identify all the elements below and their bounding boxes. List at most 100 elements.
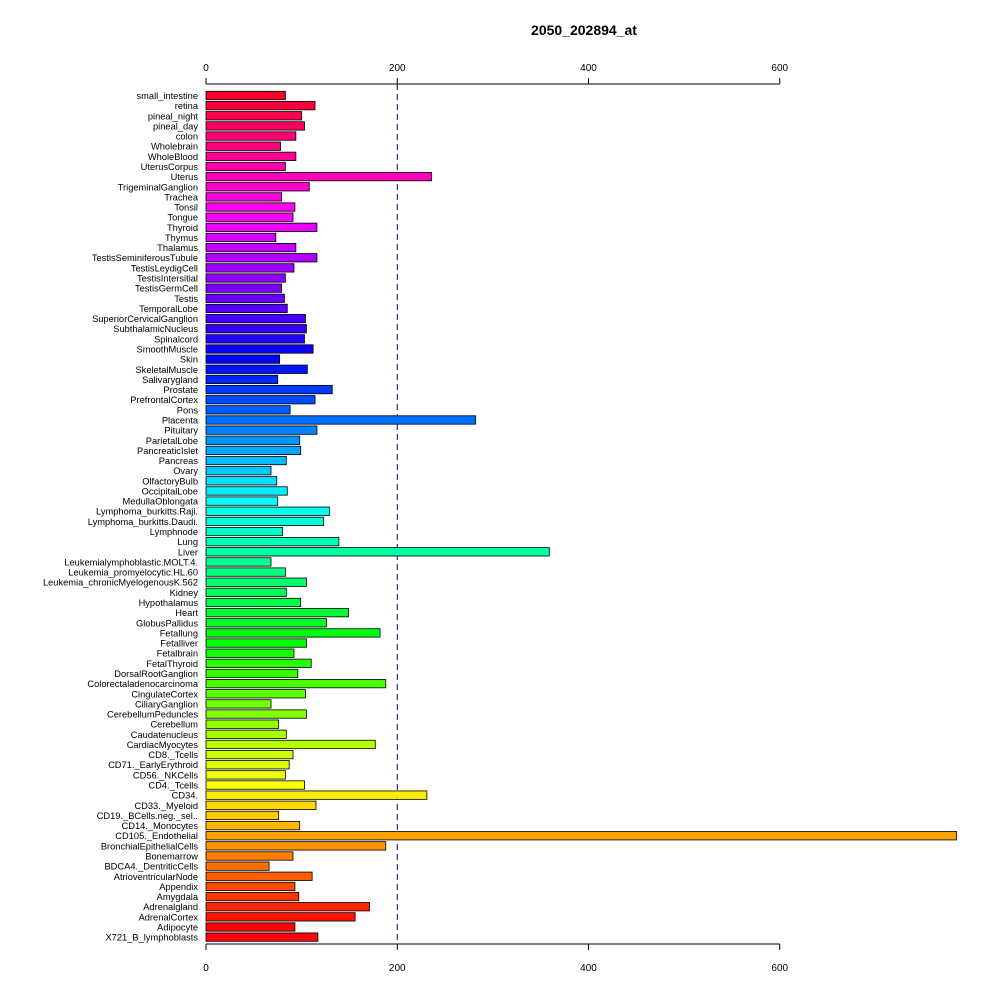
category-label: Tonsil — [174, 203, 198, 213]
bar — [205, 486, 288, 496]
chart-title: 2050_202894_at — [531, 22, 637, 38]
bar — [205, 597, 302, 608]
tick-label: 0 — [203, 63, 209, 74]
bar — [205, 871, 313, 881]
category-label: AdrenalCortex — [139, 912, 199, 922]
bar — [205, 476, 278, 486]
bar — [205, 932, 319, 942]
bar — [205, 577, 307, 587]
category-label: Appendix — [159, 882, 198, 892]
category-label: Fetalliver — [160, 639, 198, 649]
category-label: Heart — [175, 608, 198, 618]
category-label: ParietalLobe — [146, 436, 198, 446]
category-label: CardiacMyocytes — [127, 740, 199, 750]
bar — [205, 668, 299, 679]
bar — [205, 557, 272, 567]
category-label: colon — [176, 132, 198, 142]
top-axis: 0 200 400 600 — [203, 63, 789, 85]
bar — [205, 780, 305, 790]
bar — [205, 912, 356, 922]
bar — [205, 374, 279, 385]
category-label: FetalThyroid — [146, 659, 198, 669]
bar — [205, 790, 428, 800]
bar — [205, 881, 296, 892]
category-label: Fetallung — [160, 628, 198, 638]
tick-label: 200 — [389, 63, 406, 74]
bar — [205, 435, 301, 445]
bar — [205, 547, 550, 557]
category-label: TestisSeminiferousTubule — [92, 253, 198, 263]
bar — [205, 831, 958, 841]
category-label: Adrenalgland — [143, 902, 198, 912]
tick-label: 400 — [580, 63, 597, 74]
category-label: TestisIntersitial — [137, 274, 198, 284]
bar — [205, 526, 283, 537]
category-label: retina — [175, 101, 199, 111]
tick-label: 600 — [771, 963, 788, 974]
bar — [205, 516, 325, 526]
category-label: Leukemia_promyelocytic.HL.60 — [68, 568, 198, 578]
category-label: TestisGermCell — [135, 284, 198, 294]
category-label: Cerebellum — [150, 720, 198, 730]
bar — [205, 587, 287, 597]
bar — [205, 202, 296, 212]
category-label: CerebellumPeduncles — [107, 710, 198, 720]
category-label: CD8._Tcells — [148, 750, 198, 760]
category-label: Salivarygland — [142, 375, 198, 385]
category-label: MedullaOblongata — [123, 497, 199, 507]
category-label: CD14._Monocytes — [122, 821, 199, 831]
bar — [205, 770, 286, 780]
category-label: Adipocyte — [157, 922, 198, 932]
bar — [205, 567, 286, 577]
category-label: Lung — [177, 537, 198, 547]
category-label: SmoothMuscle — [137, 345, 199, 355]
bar — [205, 313, 306, 324]
category-label: OlfactoryBulb — [142, 476, 198, 486]
bar — [205, 273, 286, 283]
category-label: Wholebrain — [151, 142, 198, 152]
category-label: SubthalamicNucleus — [113, 324, 198, 334]
bar — [205, 161, 286, 172]
bar — [205, 354, 281, 364]
bar — [205, 851, 294, 861]
category-label: OccipitalLobe — [142, 486, 198, 496]
category-label: Bonemarrow — [145, 852, 198, 862]
category-label: Liver — [178, 547, 198, 557]
bar — [205, 739, 376, 750]
bar — [205, 212, 294, 222]
bar — [205, 618, 327, 628]
bar — [205, 922, 296, 932]
category-label: Lymphnode — [150, 527, 198, 537]
category-label: AtrioventricularNode — [114, 872, 198, 882]
category-label: Pancreas — [159, 456, 199, 466]
category-label: BronchialEpithelialCells — [101, 841, 199, 851]
category-label: Lymphoma_burkitts.Raji. — [96, 507, 198, 517]
bar — [205, 222, 318, 232]
category-label: Skin — [180, 355, 198, 365]
bar — [205, 719, 280, 729]
category-label: TestisLeydigCell — [131, 263, 198, 273]
bars — [205, 90, 958, 942]
category-label: CD34. — [172, 791, 198, 801]
bar — [205, 537, 340, 547]
bar — [205, 303, 288, 314]
bar — [205, 334, 305, 344]
category-label: DorsalRootGanglion — [114, 669, 198, 679]
bar — [205, 729, 287, 739]
bar — [205, 466, 272, 476]
category-label: CingulateCortex — [131, 689, 198, 699]
category-label: SuperiorCervicalGanglion — [92, 314, 198, 324]
bar — [205, 861, 270, 871]
bar — [205, 151, 297, 161]
bar — [205, 699, 272, 709]
category-label: Uterus — [171, 172, 199, 182]
category-label: pineal_day — [153, 121, 198, 131]
category-label: Ovary — [173, 466, 198, 476]
bar — [205, 658, 312, 668]
tick-label: 600 — [771, 63, 788, 74]
bottom-axis: 0 200 400 600 — [203, 943, 789, 974]
category-label: SkeletalMuscle — [135, 365, 198, 375]
category-label: TrigeminalGanglion — [118, 182, 198, 192]
category-label: Colorectaladenocarcinoma — [87, 679, 198, 689]
